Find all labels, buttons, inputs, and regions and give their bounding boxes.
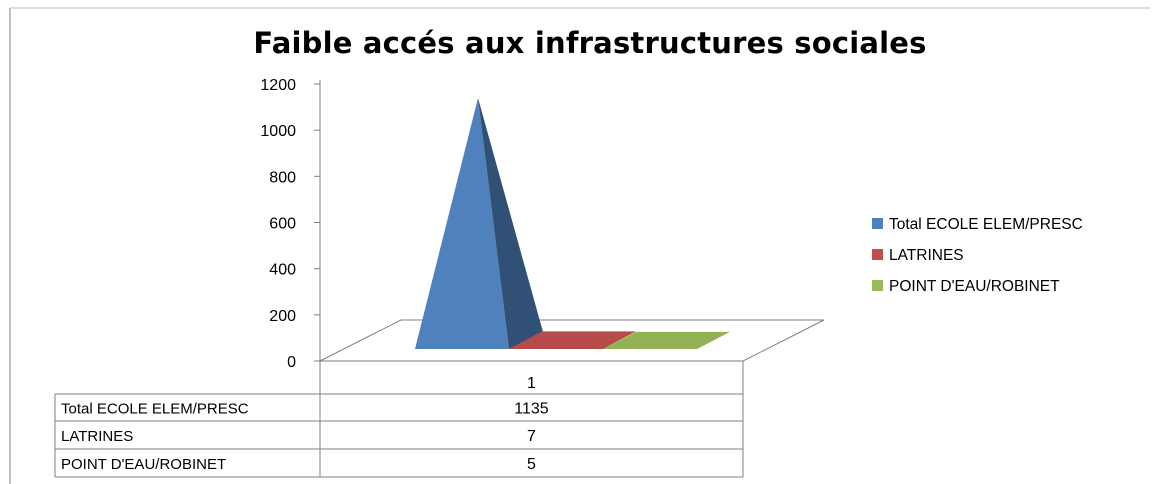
legend-swatch <box>872 249 883 260</box>
table-value: 7 <box>527 428 536 445</box>
y-tick-label: 0 <box>287 354 296 371</box>
y-tick-label: 400 <box>269 262 296 279</box>
legend-label: LATRINES <box>889 247 964 264</box>
table-series-label: Total ECOLE ELEM/PRESC <box>61 401 249 418</box>
bar-latrines-top <box>509 331 636 349</box>
legend-label: Total ECOLE ELEM/PRESC <box>889 216 1083 233</box>
bar-total-ecole-front <box>415 98 509 349</box>
bar-point-eau-top <box>603 331 730 349</box>
y-tick-label: 600 <box>269 216 296 233</box>
table-series-label: LATRINES <box>61 428 133 445</box>
table-value: 5 <box>527 456 536 473</box>
y-tick-label: 200 <box>269 308 296 325</box>
y-tick-label: 1200 <box>260 77 296 94</box>
chart-title: Faible accés aux infrastructures sociale… <box>253 26 927 60</box>
legend-label: POINT D'EAU/ROBINET <box>889 278 1060 295</box>
table-category-label: 1 <box>527 375 536 392</box>
y-tick-label: 1000 <box>260 123 296 140</box>
legend-swatch <box>872 280 883 291</box>
y-tick-label: 800 <box>269 169 296 186</box>
table-value: 1135 <box>514 401 549 418</box>
table-series-label: POINT D'EAU/ROBINET <box>61 456 226 473</box>
bar-total-ecole-side <box>478 98 543 349</box>
legend-swatch <box>872 218 883 229</box>
